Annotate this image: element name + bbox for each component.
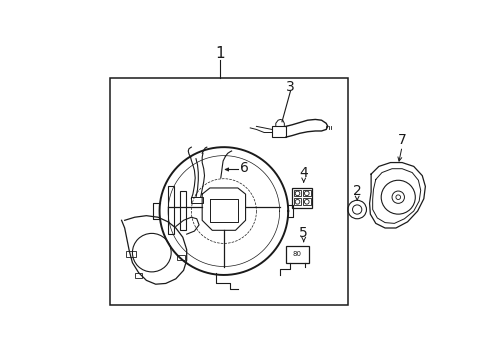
- Bar: [126, 251, 135, 257]
- Bar: [177, 255, 185, 260]
- Bar: [293, 198, 301, 205]
- Text: 5: 5: [299, 226, 307, 240]
- Bar: [293, 189, 301, 197]
- Text: 4: 4: [299, 166, 307, 180]
- Bar: [291, 188, 311, 208]
- Bar: [168, 186, 174, 234]
- Text: 80: 80: [292, 251, 302, 257]
- Bar: [110, 78, 347, 305]
- Bar: [271, 126, 285, 137]
- Text: 2: 2: [352, 184, 361, 198]
- Bar: [302, 189, 310, 197]
- Text: 1: 1: [215, 46, 224, 62]
- Text: 6: 6: [239, 161, 248, 175]
- Text: 3: 3: [285, 80, 294, 94]
- Bar: [135, 273, 142, 278]
- Bar: [190, 197, 203, 203]
- Bar: [302, 198, 310, 205]
- Bar: [179, 191, 185, 230]
- Bar: [285, 246, 308, 263]
- Text: 7: 7: [397, 133, 406, 147]
